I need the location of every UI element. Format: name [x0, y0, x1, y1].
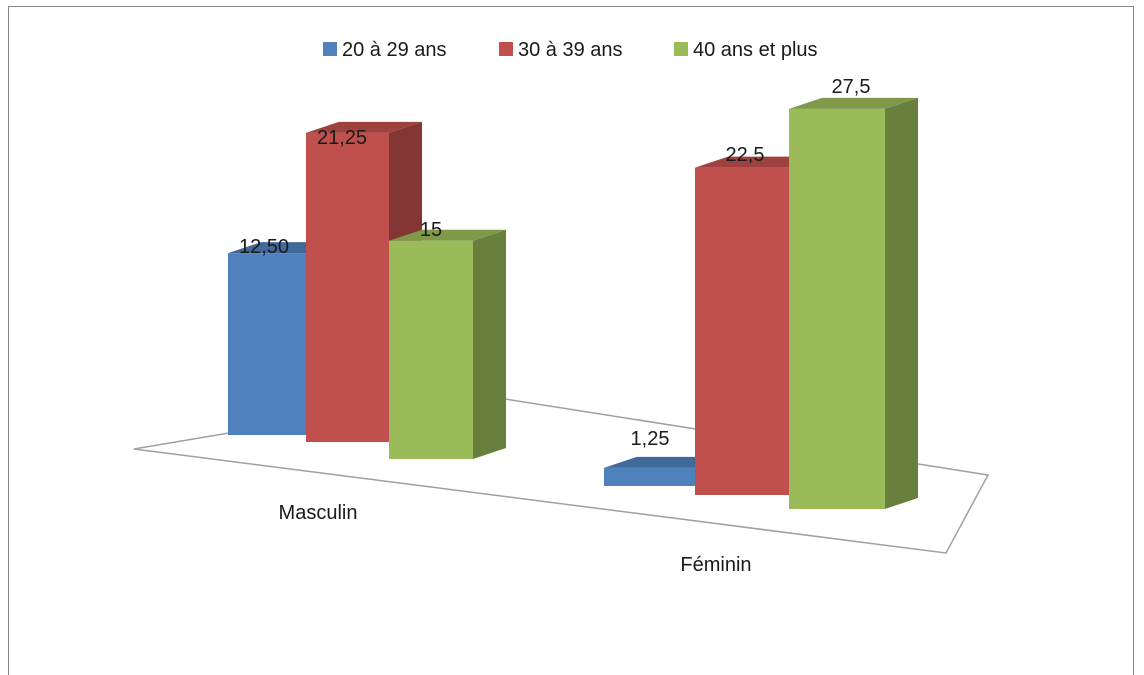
value-label: 15	[420, 219, 442, 241]
legend-item: 40 ans et plus	[674, 39, 818, 61]
legend-swatch	[674, 42, 688, 56]
legend-label: 40 ans et plus	[693, 39, 818, 61]
legend-label: 30 à 39 ans	[518, 39, 623, 61]
value-labels: 12,50 21,25 15 1,25 22,5 27,5	[239, 76, 871, 450]
legend-item: 20 à 29 ans	[323, 39, 447, 61]
value-label: 21,25	[317, 127, 367, 149]
value-label: 1,25	[631, 428, 670, 450]
category-labels: Masculin Féminin	[279, 502, 752, 576]
value-label: 22,5	[726, 144, 765, 166]
value-label: 12,50	[239, 236, 289, 258]
legend-label: 20 à 29 ans	[342, 39, 447, 61]
value-label: 27,5	[832, 76, 871, 98]
category-label: Féminin	[680, 554, 751, 576]
bar-masculin-2	[306, 121, 422, 442]
bar-feminin-3	[789, 97, 918, 509]
chart-frame	[8, 6, 1134, 675]
legend: 20 à 29 ans 30 à 39 ans 40 ans et plus	[323, 39, 818, 61]
category-label: Masculin	[279, 502, 358, 524]
bars	[228, 97, 918, 509]
legend-swatch	[499, 42, 513, 56]
bar-masculin-3	[389, 229, 506, 459]
legend-swatch	[323, 42, 337, 56]
legend-item: 30 à 39 ans	[499, 39, 623, 61]
